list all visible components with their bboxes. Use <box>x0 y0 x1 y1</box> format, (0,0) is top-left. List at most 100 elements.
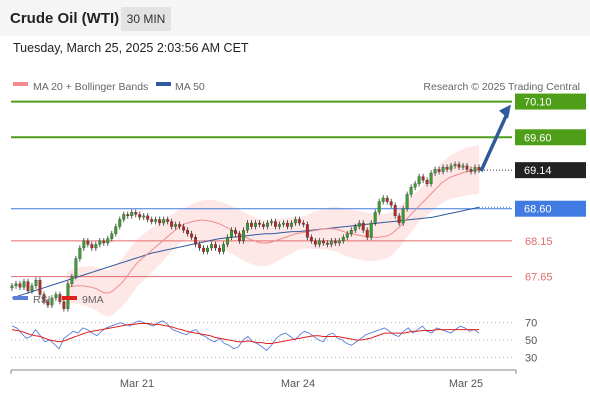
candle-body <box>285 222 289 227</box>
candle-body <box>262 224 265 227</box>
candle-body <box>158 219 162 224</box>
candle-body <box>46 301 50 306</box>
candle-body <box>425 179 429 184</box>
candle-body <box>409 187 413 195</box>
level-box-69-14 <box>515 162 586 179</box>
rsi-tick-30: 30 <box>525 352 537 364</box>
candle-body <box>305 224 309 238</box>
candle-body <box>234 229 237 234</box>
candle-body <box>449 165 453 170</box>
candle-body <box>325 242 329 245</box>
candle-body <box>10 285 14 289</box>
candle-body <box>198 244 202 249</box>
candle-body <box>309 237 313 242</box>
candle-body <box>441 167 445 172</box>
candle-body <box>42 294 46 302</box>
candle-body <box>162 219 166 224</box>
candle-body <box>70 276 74 284</box>
candle-body <box>102 240 106 244</box>
candle-body <box>90 244 94 249</box>
header-bar: Crude Oil (WTI) 30 MIN <box>0 0 590 36</box>
candle-body <box>166 219 170 222</box>
level-label-69-14: 69.14 <box>524 165 552 177</box>
timestamp: Tuesday, March 25, 2025 2:03:56 AM CET <box>13 41 249 55</box>
candle-body <box>154 219 158 222</box>
candle-body <box>457 164 461 168</box>
candle-body <box>34 279 38 287</box>
rsi-tick-70: 70 <box>525 318 537 330</box>
candle-body <box>230 229 233 238</box>
forecast-arrow-shaft <box>479 110 510 172</box>
candle-body <box>373 212 377 224</box>
legend-ma50-label: MA 50 <box>175 81 205 93</box>
candle-body <box>405 194 409 209</box>
level-label-70-10: 70.10 <box>524 97 552 109</box>
candle-body <box>361 222 365 231</box>
ma20-line <box>66 168 480 294</box>
level-box-70-10 <box>515 93 586 110</box>
instrument-title: Crude Oil (WTI) <box>10 10 120 27</box>
legend-rsi-swatch <box>13 296 28 300</box>
candle-body <box>26 281 30 292</box>
candle-body <box>401 208 405 224</box>
candle-body <box>242 229 245 242</box>
candle-body <box>170 221 174 227</box>
candle-body <box>473 167 477 172</box>
candle-body <box>389 201 393 206</box>
candle-body <box>437 169 441 172</box>
candle-body <box>14 283 18 287</box>
candle-body <box>333 240 337 244</box>
candle-body <box>130 212 134 217</box>
candle-body <box>289 222 293 227</box>
candle-body <box>86 240 90 245</box>
candle-body <box>337 240 341 244</box>
candle-body <box>453 164 457 167</box>
candle-body <box>349 229 353 234</box>
candle-body <box>190 233 194 238</box>
candle-body <box>377 201 381 213</box>
candle-body <box>62 301 66 309</box>
candle-body <box>50 297 54 306</box>
candle-body <box>357 222 361 227</box>
candle-body <box>258 222 261 225</box>
legend-9ma-swatch <box>62 296 77 300</box>
candle-body <box>78 247 82 259</box>
candle-body <box>353 226 357 231</box>
timeframe-button[interactable]: 30 MIN <box>121 7 171 31</box>
candle-body <box>202 247 206 252</box>
legend-rsi-label: RSI <box>33 294 51 306</box>
candle-body <box>269 221 273 224</box>
ma50-line <box>11 206 480 299</box>
candle-body <box>150 219 154 222</box>
legend-9ma-label: 9MA <box>82 294 104 306</box>
candle-body <box>74 258 78 277</box>
x-tick-2: Mar 25 <box>449 378 483 390</box>
candle-body <box>174 224 178 227</box>
candle-body <box>206 247 210 252</box>
rsi-line <box>11 320 480 352</box>
candle-body <box>106 238 110 244</box>
candle-body <box>30 285 34 292</box>
candle-body <box>429 172 433 184</box>
candle-body <box>238 233 241 242</box>
candle-body <box>186 229 190 234</box>
candle-body <box>301 222 305 225</box>
candle-body <box>369 222 373 238</box>
candle-body <box>413 183 417 188</box>
candle-body <box>134 212 138 215</box>
candle-body <box>138 214 142 218</box>
candle-body <box>469 169 473 172</box>
candle-body <box>277 224 281 227</box>
candle-body <box>313 240 317 245</box>
candle-body <box>142 215 146 218</box>
x-tick-0: Mar 21 <box>120 378 154 390</box>
candle-body <box>397 215 401 224</box>
candle-body <box>82 240 86 249</box>
rsi-9ma-line <box>11 323 479 344</box>
candle-body <box>118 219 122 227</box>
candle-body <box>465 165 469 170</box>
level-label-69-60: 69.60 <box>524 132 552 144</box>
candle-body <box>345 233 349 238</box>
